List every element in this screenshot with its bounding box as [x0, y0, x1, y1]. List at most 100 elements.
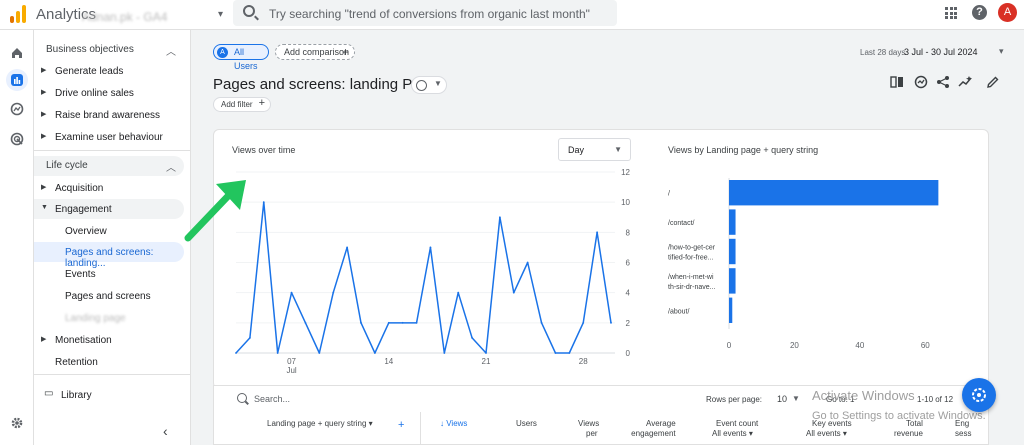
avatar[interactable]: A [998, 3, 1017, 22]
advertising-icon[interactable] [6, 128, 28, 150]
plus-icon: + [258, 97, 265, 109]
insights-icon[interactable] [914, 75, 928, 89]
add-comparison-button[interactable]: Add comparison + [275, 44, 355, 60]
granularity-select[interactable]: Day ▼ [558, 138, 631, 161]
column-header-views-per-user[interactable]: Views per [578, 419, 599, 439]
nav-acquisition[interactable]: ▶ Acquisition [34, 178, 184, 198]
account-caret-icon[interactable]: ▾ [218, 9, 224, 20]
data-point [387, 321, 390, 324]
nav-events[interactable]: Events [34, 264, 184, 284]
data-point [485, 352, 487, 354]
caret-down-icon[interactable]: ▼ [792, 394, 800, 403]
nav-label: Monetisation [55, 335, 112, 346]
nav-examine-user-behaviour[interactable]: ▶ Examine user behaviour [34, 127, 184, 147]
insights-fab-button[interactable] [962, 378, 996, 412]
category-label: tified-for-free... [668, 255, 714, 262]
edit-pencil-icon[interactable] [986, 75, 1000, 89]
chevron-up-icon[interactable]: ︿ [166, 47, 176, 58]
data-point [318, 352, 321, 354]
data-point [360, 321, 362, 324]
pagination-status: 1-10 of 12 [917, 395, 954, 404]
nav-overview[interactable]: Overview [34, 221, 184, 241]
nav-library[interactable]: ▭ Library [34, 385, 184, 405]
column-header-total-revenue[interactable]: Total revenue [894, 419, 923, 439]
compare-columns-icon[interactable] [890, 75, 904, 89]
caret-down-icon: ▼ [434, 79, 442, 88]
header-line-2: sess [955, 429, 972, 438]
nav-label: Acquisition [55, 183, 104, 194]
dimension-label: Landing page + query string [267, 419, 367, 428]
dimension-selector[interactable]: Landing page + query string ▾ [267, 419, 373, 429]
search-bar[interactable]: Try searching "trend of conversions from… [233, 0, 617, 26]
nav-landing-page[interactable]: Landing page [34, 308, 184, 328]
category-label: th-sir-dr-nave... [668, 284, 716, 291]
nav-engagement[interactable]: ▼ Engagement [34, 199, 184, 219]
analytics-logo-icon[interactable] [10, 5, 28, 23]
trend-sparkle-icon[interactable] [958, 75, 972, 89]
header-line-2[interactable]: All events ▾ [712, 429, 753, 438]
y-tick-label: 8 [626, 228, 631, 237]
segment-letter-icon: A [217, 47, 228, 58]
header-line-2: per [586, 429, 598, 438]
help-icon[interactable]: ? [972, 5, 987, 20]
all-users-chip[interactable]: A All Users [213, 44, 269, 71]
nav-generate-leads[interactable]: ▶ Generate leads [34, 61, 184, 81]
data-point [248, 337, 251, 339]
nav-pages-and-screens[interactable]: Pages and screens [34, 286, 184, 306]
nav-pages-screens-landing[interactable]: Pages and screens: landing... [34, 242, 184, 269]
header-line-2[interactable]: All events ▾ [806, 429, 847, 438]
share-icon[interactable] [936, 75, 950, 89]
column-header-key-events[interactable]: Key events All events ▾ [806, 419, 852, 439]
search-input[interactable]: Try searching "trend of conversions from… [269, 7, 590, 21]
nav-label: Generate leads [55, 66, 124, 77]
table-search-input[interactable]: Search... [254, 394, 291, 404]
date-caret-icon[interactable]: ▾ [999, 46, 1004, 56]
chevron-up-icon[interactable]: ︿ [166, 163, 176, 174]
column-header-avg-engagement[interactable]: Average engagement [630, 419, 675, 439]
header-line-1: Views [578, 419, 600, 428]
data-point [568, 352, 571, 354]
data-point [471, 337, 474, 339]
add-dimension-plus-icon[interactable]: + [398, 419, 405, 431]
data-point [262, 201, 265, 204]
section-business-objectives[interactable]: Business objectives ︿ [34, 40, 184, 60]
header-line-1: Total [906, 419, 923, 428]
y-tick-label: 2 [626, 319, 631, 328]
column-header-event-count[interactable]: Event count All events ▾ [712, 419, 758, 439]
search-icon [243, 5, 255, 17]
apps-grid-icon[interactable] [945, 7, 957, 19]
category-label: /how-to-get-cer [668, 245, 716, 252]
collapse-nav-chevron-left-icon[interactable]: ‹ [163, 423, 168, 439]
caret-down-icon: ▼ [614, 145, 622, 154]
settings-gear-icon[interactable] [6, 412, 28, 434]
column-header-users[interactable]: Users [516, 419, 537, 429]
reports-icon[interactable] [6, 69, 28, 91]
section-label: Life cycle [46, 160, 88, 171]
nav-raise-brand-awareness[interactable]: ▶ Raise brand awareness [34, 105, 184, 125]
rows-per-page-select[interactable]: 10 [777, 394, 788, 404]
add-filter-button[interactable]: Add filter + [213, 97, 271, 112]
top-bar: Analytics Adnan.pk - GA4 ▾ Try searching… [0, 0, 1024, 30]
nav-retention[interactable]: Retention [34, 352, 184, 372]
nav-monetisation[interactable]: ▶ Monetisation [34, 330, 184, 350]
header-line-1: ↓ Views [440, 419, 468, 428]
nav-label: Events [65, 269, 96, 280]
goto-input[interactable]: 1 [850, 395, 855, 404]
column-header-engaged-sessions[interactable]: Eng sess [955, 419, 971, 439]
expand-arrow-icon: ▶ [41, 184, 47, 191]
report-status-dropdown[interactable]: ▼ [411, 76, 447, 94]
nav-drive-online-sales[interactable]: ▶ Drive online sales [34, 83, 184, 103]
nav-label: Overview [65, 226, 107, 237]
home-icon[interactable] [6, 42, 28, 64]
x-tick-label: 40 [855, 341, 864, 350]
data-point [346, 246, 349, 249]
date-range-picker[interactable]: 3 Jul - 30 Jul 2024 [904, 47, 978, 57]
account-selector[interactable]: Adnan.pk - GA4 [82, 10, 168, 24]
column-header-views[interactable]: ↓ Views [440, 419, 467, 429]
nav-label: Pages and screens: landing... [65, 247, 154, 269]
section-life-cycle[interactable]: Life cycle ︿ [34, 156, 184, 176]
explore-icon[interactable] [6, 98, 28, 120]
add-filter-label: Add filter [221, 100, 253, 109]
y-tick-label: 6 [626, 259, 631, 268]
nav-label: Examine user behaviour [55, 132, 163, 143]
